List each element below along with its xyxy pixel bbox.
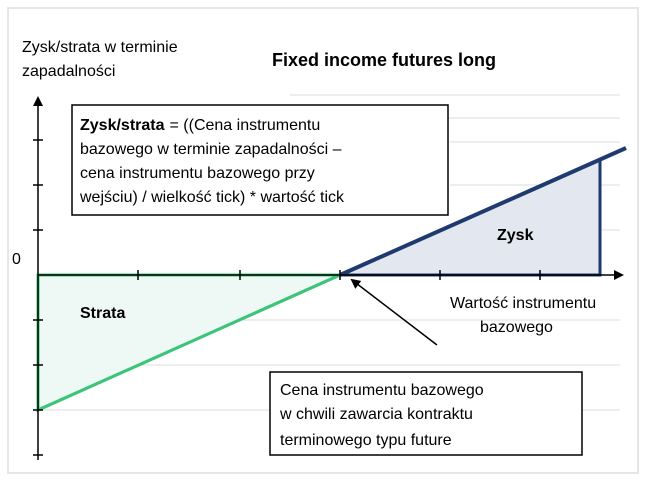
pointer-arrow [350,278,438,346]
zero-label: 0 [12,251,21,268]
title: Fixed income futures long [272,50,496,70]
formula-line: Zysk/strata = ((Cena instrumentu [80,117,320,134]
note-line: w chwili zawarcia kontraktu [279,406,473,423]
formula-line: cena instrumentu bazowego przy [80,165,315,182]
note-line: Cena instrumentu bazowego [280,382,484,399]
payoff-line [37,273,341,412]
ticks [33,139,541,456]
formula-line: bazowego w terminie zapadalności – [80,141,342,158]
payoff-line [339,146,627,277]
loss-label: Strata [80,305,125,322]
formula-text: = ((Cena instrumentu [170,117,321,134]
formula-line: wejściu) / wielkość tick) * wartość tick [79,189,345,206]
note-text: Cena instrumentu bazowego w chwili zawar… [279,382,484,449]
profit-label: Zysk [497,227,534,244]
axis-label: Zysk/strata w terminie [22,39,178,56]
axis-label: zapadalności [22,63,115,80]
note-box [269,371,583,456]
x-axis-label: bazowego [480,319,553,336]
note-line: terminowego typu future [280,432,452,449]
formula-box [71,104,449,216]
x-axis-label: Wartość instrumentu [450,295,596,312]
formula-bold: Zysk/strata [80,117,165,134]
